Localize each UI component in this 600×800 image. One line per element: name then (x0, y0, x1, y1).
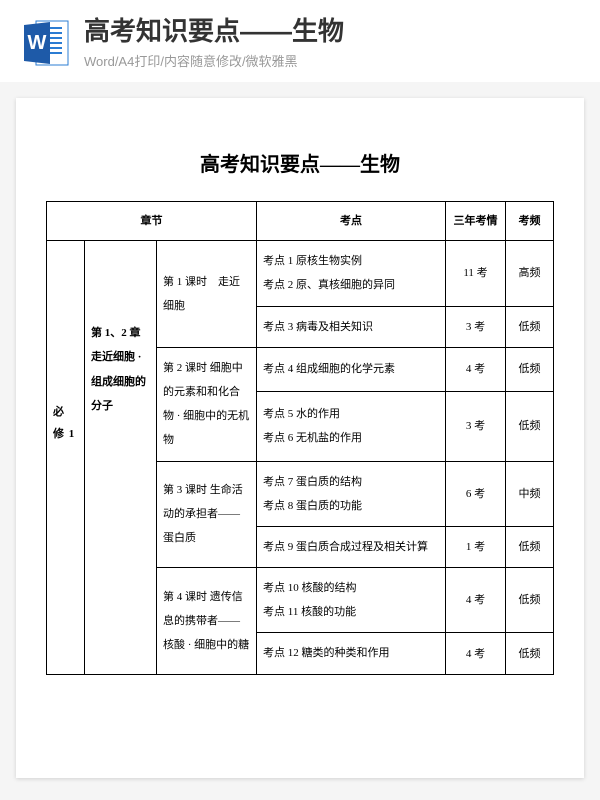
document-title: 高考知识要点——生物 (46, 148, 554, 177)
page-title: 高考知识要点——生物 (84, 16, 580, 47)
cell-point: 考点 5 水的作用考点 6 无机盐的作用 (257, 391, 446, 461)
knowledge-table: 章节 考点 三年考情 考频 必 修 1第 1、2 章 走近细胞 · 组成细胞的分… (46, 201, 554, 674)
cell-freq: 中频 (506, 461, 554, 526)
cell-years: 3 考 (446, 391, 506, 461)
cell-point: 考点 4 组成细胞的化学元素 (257, 347, 446, 391)
table-header-row: 章节 考点 三年考情 考频 (47, 202, 554, 241)
cell-freq: 低频 (506, 347, 554, 391)
page-subtitle: Word/A4打印/内容随意修改/微软雅黑 (84, 51, 580, 70)
cell-years: 4 考 (446, 347, 506, 391)
cell-section: 第 1、2 章 走近细胞 · 组成细胞的分子 (85, 241, 157, 674)
cell-years: 3 考 (446, 306, 506, 347)
cell-freq: 高频 (506, 241, 554, 306)
cell-lesson: 第 2 课时 细胞中的元素和和化合物 · 细胞中的无机物 (157, 347, 257, 461)
document-wrapper: 高考知识要点——生物 章节 考点 三年考情 考频 必 修 1第 1、2 章 走近… (0, 82, 600, 794)
cell-point: 考点 12 糖类的种类和作用 (257, 633, 446, 674)
table-row: 必 修 1第 1、2 章 走近细胞 · 组成细胞的分子第 1 课时 走近细胞考点… (47, 241, 554, 306)
header: W 高考知识要点——生物 Word/A4打印/内容随意修改/微软雅黑 (0, 0, 600, 82)
cell-point: 考点 7 蛋白质的结构考点 8 蛋白质的功能 (257, 461, 446, 526)
cell-book: 必 修 1 (47, 241, 85, 674)
cell-years: 11 考 (446, 241, 506, 306)
cell-lesson: 第 4 课时 遗传信息的携带者——核酸 · 细胞中的糖 (157, 568, 257, 675)
cell-point: 考点 3 病毒及相关知识 (257, 306, 446, 347)
cell-freq: 低频 (506, 306, 554, 347)
cell-point: 考点 10 核酸的结构考点 11 核酸的功能 (257, 568, 446, 633)
cell-lesson: 第 3 课时 生命活动的承担者——蛋白质 (157, 461, 257, 568)
cell-lesson: 第 1 课时 走近细胞 (157, 241, 257, 348)
col-point: 考点 (257, 202, 446, 241)
header-text: 高考知识要点——生物 Word/A4打印/内容随意修改/微软雅黑 (84, 16, 580, 70)
col-chapter: 章节 (47, 202, 257, 241)
cell-years: 4 考 (446, 568, 506, 633)
cell-years: 6 考 (446, 461, 506, 526)
cell-freq: 低频 (506, 526, 554, 567)
cell-freq: 低频 (506, 391, 554, 461)
cell-point: 考点 9 蛋白质合成过程及相关计算 (257, 526, 446, 567)
cell-freq: 低频 (506, 633, 554, 674)
col-freq: 考频 (506, 202, 554, 241)
document-page: 高考知识要点——生物 章节 考点 三年考情 考频 必 修 1第 1、2 章 走近… (16, 98, 584, 778)
cell-freq: 低频 (506, 568, 554, 633)
table-body: 必 修 1第 1、2 章 走近细胞 · 组成细胞的分子第 1 课时 走近细胞考点… (47, 241, 554, 674)
word-icon: W (20, 17, 72, 69)
cell-years: 1 考 (446, 526, 506, 567)
svg-text:W: W (28, 32, 47, 54)
col-years: 三年考情 (446, 202, 506, 241)
cell-years: 4 考 (446, 633, 506, 674)
cell-point: 考点 1 原核生物实例考点 2 原、真核细胞的异同 (257, 241, 446, 306)
